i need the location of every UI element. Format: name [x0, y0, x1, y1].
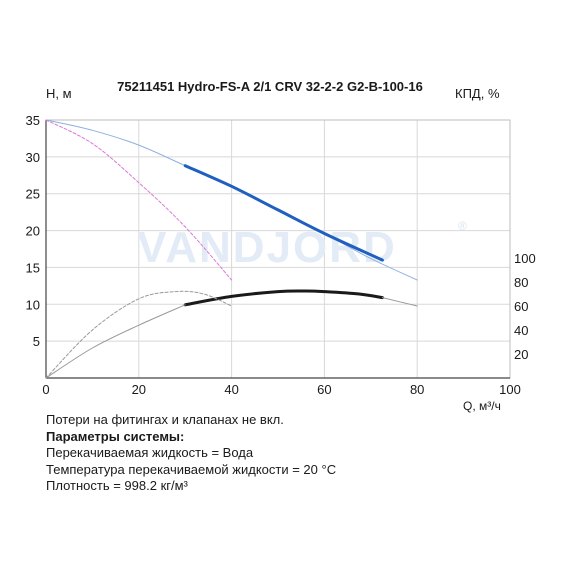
x-tick-label: 0 — [42, 382, 49, 397]
series-efficiency — [183, 289, 384, 307]
series-layer — [45, 119, 418, 379]
watermark-registered: ® — [458, 219, 467, 233]
series-head-operating — [183, 164, 384, 262]
y-tick-label: 15 — [26, 260, 40, 275]
series-efficiency-single — [45, 290, 233, 379]
notes-density-line: Плотность = 998.2 кг/м³ — [46, 478, 188, 493]
chart-title: 75211451 Hydro-FS-A 2/1 CRV 32-2-2 G2-B-… — [117, 79, 423, 94]
notes-fittings-line: Потери на фитингах и клапанах не вкл. — [46, 412, 284, 427]
x-tick-label: 40 — [224, 382, 238, 397]
y-tick-label: 20 — [26, 224, 40, 239]
x-tick-labels: 0 20 40 60 80 100 — [42, 382, 520, 397]
system-parameters: Потери на фитингах и клапанах не вкл. Па… — [46, 412, 336, 495]
x-tick-label: 60 — [317, 382, 331, 397]
notes-temperature-line: Температура перекачиваемой жидкости = 20… — [46, 461, 337, 477]
y2-tick-label: 20 — [514, 347, 528, 362]
x-tick-label: 80 — [410, 382, 424, 397]
x-tick-label: 100 — [499, 382, 521, 397]
y2-tick-labels: 20 40 60 80 100 — [514, 251, 536, 362]
y-tick-label: 25 — [26, 187, 40, 202]
y-tick-label: 10 — [26, 297, 40, 312]
y2-tick-label: 60 — [514, 299, 528, 314]
x-axis-label: Q, м³/ч — [463, 399, 501, 413]
y2-tick-label: 40 — [514, 323, 528, 338]
y2-tick-label: 100 — [514, 251, 536, 266]
y2-axis-label: КПД, % — [455, 86, 500, 101]
series-head-single — [45, 119, 233, 281]
y-tick-label: 5 — [33, 334, 40, 349]
y-axis-label: H, м — [46, 86, 72, 101]
series-efficiency-low — [45, 304, 186, 379]
notes-fluid-line: Перекачиваемая жидкость = Вода — [46, 445, 254, 460]
x-tick-label: 20 — [132, 382, 146, 397]
y2-tick-label: 80 — [514, 275, 528, 290]
plot-frame — [45, 119, 511, 379]
notes-heading: Параметры системы: — [46, 428, 185, 444]
series-efficiency-ext — [381, 297, 418, 307]
y-tick-label: 30 — [26, 150, 40, 165]
y-tick-labels: 5 10 15 20 25 30 35 — [26, 113, 40, 349]
y-tick-label: 35 — [26, 113, 40, 128]
